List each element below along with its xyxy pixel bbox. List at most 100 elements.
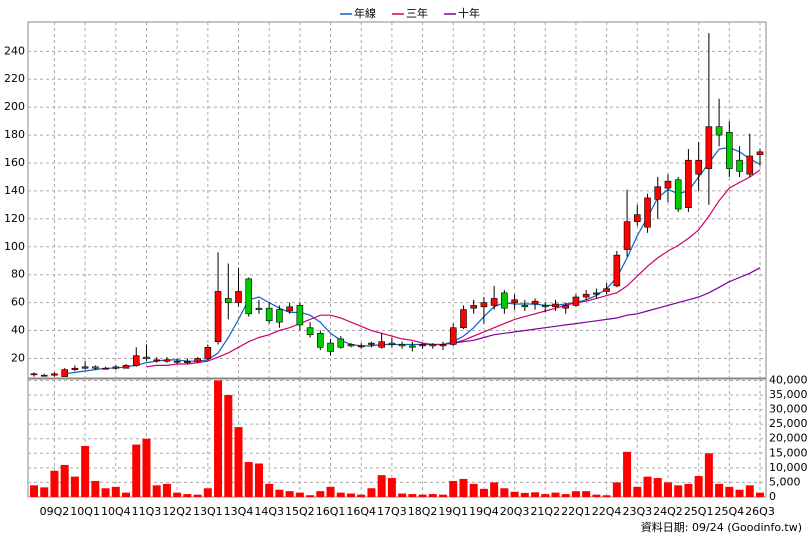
candle-body — [521, 305, 529, 308]
volume-bar — [152, 485, 161, 497]
legend-label: 三年 — [406, 6, 428, 20]
volume-bar — [173, 492, 182, 497]
candle-body — [460, 309, 467, 329]
volume-bar — [612, 482, 621, 497]
y-tick-label: 10,000 — [769, 461, 808, 474]
volume-bar — [756, 492, 764, 497]
candle-body — [470, 305, 477, 309]
candle-body — [122, 365, 130, 369]
volume-bar — [418, 494, 427, 497]
y-tick-label: 240 — [4, 44, 25, 57]
x-tick-label: 16Q1 — [316, 505, 346, 518]
volume-bar — [479, 488, 488, 497]
candle-body — [286, 306, 293, 312]
volume-bar — [101, 488, 110, 497]
candle-body — [654, 186, 662, 200]
candle-body — [664, 180, 672, 189]
volume-bar — [602, 495, 611, 497]
price-frame — [27, 21, 767, 379]
candle-body — [511, 299, 518, 303]
volume-bar — [684, 483, 693, 497]
candle-body — [306, 327, 314, 336]
candle-body — [255, 307, 263, 310]
candle-body — [685, 159, 692, 208]
candle-body — [337, 338, 345, 348]
volume-bar — [244, 462, 253, 497]
x-tick-label: 24Q2 — [653, 505, 683, 518]
volume-bar — [387, 478, 396, 497]
volume-bar — [91, 480, 100, 497]
volume-bar — [275, 489, 284, 497]
candle-body — [40, 374, 48, 377]
volume-bar — [70, 476, 79, 497]
candle-body — [726, 131, 733, 169]
y-tick-label: 0 — [769, 490, 776, 503]
volume-bar — [510, 491, 519, 497]
volume-bar — [183, 494, 192, 497]
x-tick-label: 12Q2 — [162, 505, 192, 518]
volume-bar — [715, 483, 724, 497]
candle-body — [490, 298, 498, 306]
candle-body — [449, 327, 457, 345]
x-tick-label: 11Q3 — [132, 505, 162, 518]
volume-bar — [428, 494, 437, 497]
y-tick-label: 30,000 — [769, 403, 808, 416]
volume-bar — [142, 438, 151, 497]
volume-bar — [265, 483, 274, 497]
volume-bar — [459, 478, 468, 497]
candle-body — [429, 344, 437, 347]
candle-body — [296, 305, 304, 326]
x-tick-label: 22Q4 — [592, 505, 622, 518]
candle-body — [480, 302, 488, 308]
volume-bar — [111, 486, 120, 497]
volume-bar — [122, 492, 131, 497]
volume-bar — [377, 475, 386, 497]
volume-bar — [449, 480, 458, 497]
x-tick-label: 13Q1 — [193, 505, 223, 518]
x-tick-label: 10Q1 — [70, 505, 100, 518]
x-tick-label: 09Q2 — [40, 505, 70, 518]
volume-bar — [162, 483, 171, 497]
candle-body — [357, 345, 365, 348]
candle-body — [409, 345, 416, 348]
y-tick-label: 180 — [4, 128, 25, 141]
candle-body — [153, 359, 161, 362]
candle-body — [163, 359, 171, 362]
candle-body — [204, 346, 212, 359]
y-tick-label: 20,000 — [769, 432, 808, 445]
candle-body — [235, 291, 242, 303]
candle-body — [541, 305, 549, 308]
volume-bar — [234, 427, 243, 497]
volume-bar — [50, 470, 59, 497]
volume-bar — [295, 492, 304, 497]
volume-bar — [367, 488, 376, 497]
volume-bar — [643, 476, 652, 497]
volume-bar — [541, 494, 550, 497]
candle-body — [92, 366, 99, 369]
volume-bar — [582, 491, 591, 497]
candle-body — [276, 309, 283, 323]
volume-bar — [336, 492, 345, 497]
y-tick-label: 40 — [11, 324, 25, 337]
x-tick-label: 25Q4 — [714, 505, 744, 518]
y-tick-label: 15,000 — [769, 446, 808, 459]
volume-bar — [694, 476, 703, 497]
y-tick-label: 35,000 — [769, 388, 808, 401]
y-tick-label: 25,000 — [769, 417, 808, 430]
volume-bar — [592, 494, 601, 497]
volume-bar — [623, 451, 632, 497]
candle-body — [194, 358, 201, 362]
candle-body — [419, 344, 426, 347]
volume-bar — [214, 380, 223, 497]
candle-body — [347, 344, 355, 347]
legend-label: 年線 — [354, 6, 376, 20]
candle-body — [81, 366, 89, 369]
volume-bar — [469, 483, 478, 497]
volume-bar — [326, 486, 335, 497]
y-tick-label: 5,000 — [769, 475, 801, 488]
volume-bar — [30, 485, 38, 497]
candle-body — [265, 307, 273, 322]
candle-body — [398, 344, 406, 347]
candle-body — [439, 344, 447, 347]
x-tick-label: 18Q2 — [408, 505, 438, 518]
